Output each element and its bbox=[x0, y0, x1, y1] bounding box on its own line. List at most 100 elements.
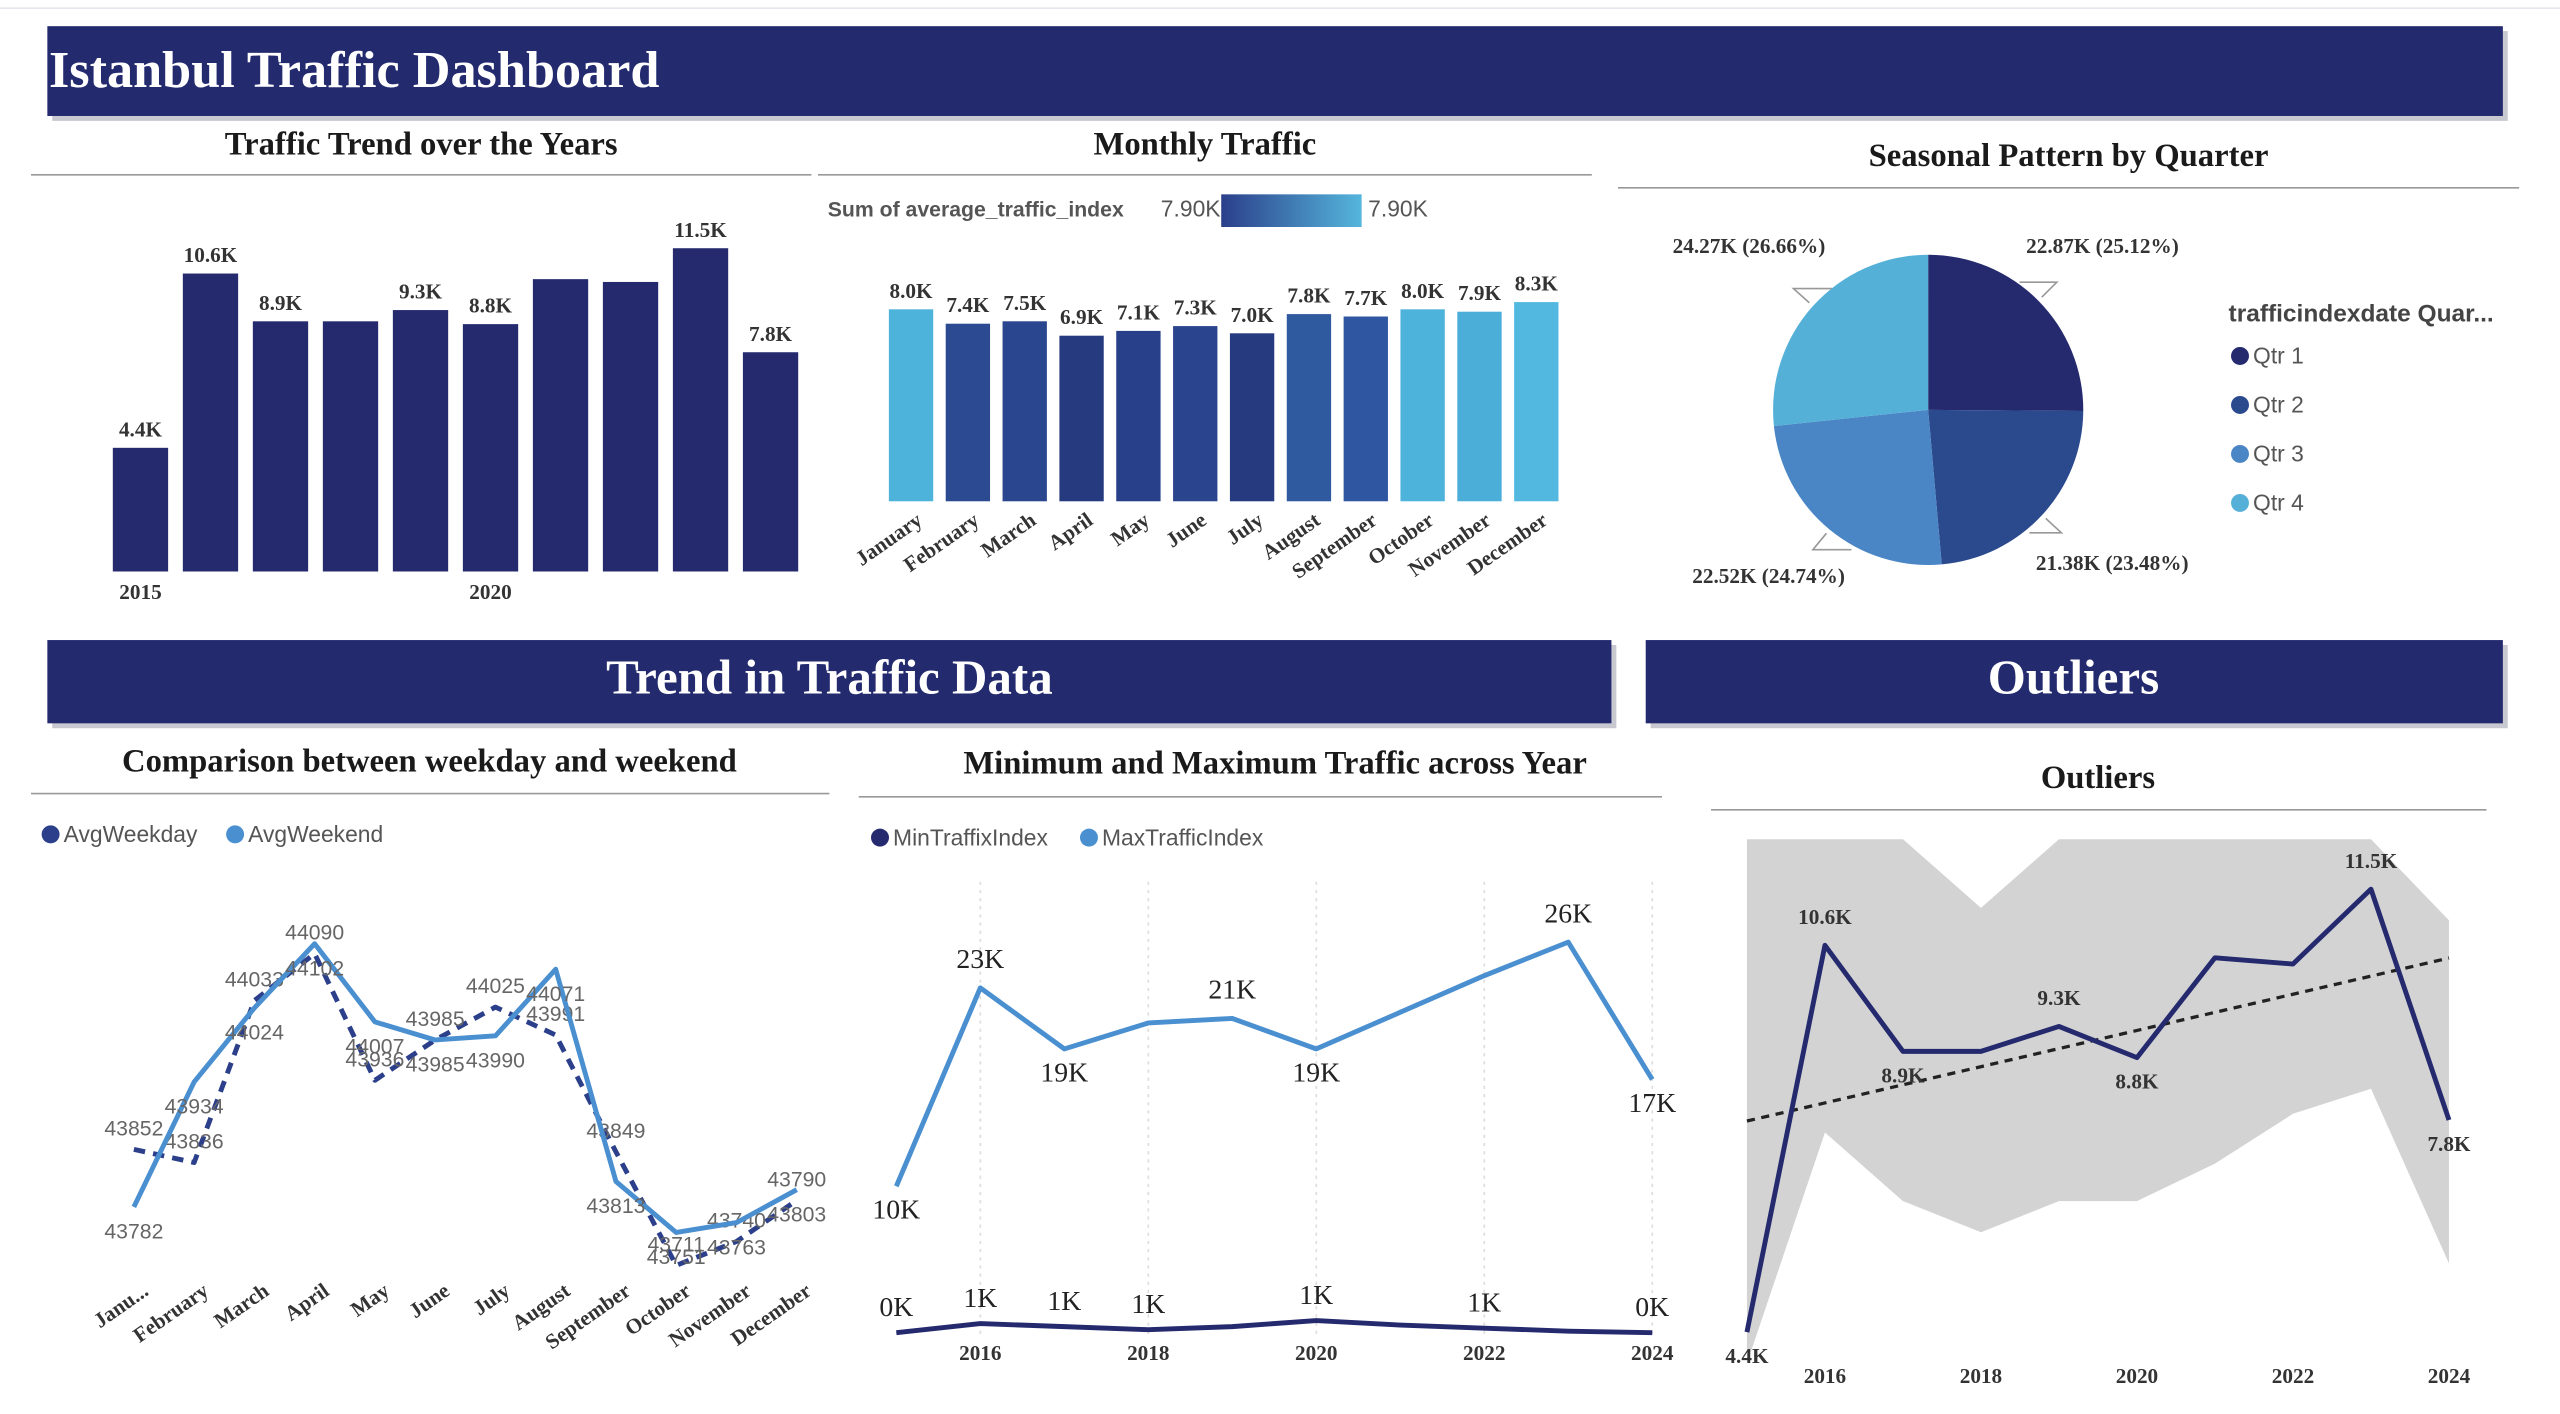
section-banner bbox=[47, 640, 1612, 724]
x-tick-label: 2024 bbox=[1631, 1341, 1674, 1365]
series-line bbox=[896, 1318, 1653, 1336]
legend-marker bbox=[2231, 347, 2249, 365]
bar bbox=[888, 309, 934, 502]
data-label: 1K bbox=[963, 1283, 997, 1314]
data-label: 11.5K bbox=[2345, 849, 2398, 873]
data-label: 43803 bbox=[767, 1203, 826, 1226]
pie-slice bbox=[1928, 254, 2084, 412]
legend-label: Qtr 1 bbox=[2253, 343, 2304, 369]
data-label: 43991 bbox=[526, 1003, 585, 1026]
section-banner bbox=[1645, 640, 2503, 724]
data-label: 44102 bbox=[285, 957, 344, 980]
x-tick-label: June bbox=[1161, 508, 1211, 553]
bar bbox=[1116, 330, 1161, 502]
data-label: 7.8K bbox=[2427, 1132, 2471, 1156]
data-label: 43852 bbox=[104, 1117, 163, 1140]
x-tick-label: 2020 bbox=[1295, 1341, 1337, 1365]
data-label: 24.27K (26.66%) bbox=[1673, 234, 1826, 258]
data-label: 10K bbox=[872, 1195, 920, 1226]
legend-marker bbox=[2231, 493, 2249, 512]
chart-title: Minimum and Maximum Traffic across Year bbox=[963, 745, 1586, 781]
data-label: 4.4K bbox=[119, 417, 163, 441]
legend-label: AvgWeekday bbox=[64, 821, 198, 847]
data-label: 1K bbox=[1131, 1289, 1165, 1320]
pie-slice bbox=[1928, 409, 2084, 565]
chart-title: Traffic Trend over the Years bbox=[225, 127, 618, 163]
data-label: 7.8K bbox=[1287, 284, 1331, 308]
data-label: 8.0K bbox=[1401, 279, 1445, 303]
data-label: 7.3K bbox=[1174, 296, 1218, 320]
data-label: 7.1K bbox=[1117, 300, 1161, 324]
section-title: Outliers bbox=[1988, 650, 2159, 705]
chart-title: Seasonal Pattern by Quarter bbox=[1869, 138, 2269, 174]
data-label: 10.6K bbox=[1798, 905, 1852, 929]
x-tick-label: 2020 bbox=[2116, 1364, 2158, 1388]
data-label: 43934 bbox=[165, 1096, 224, 1119]
data-label: 19K bbox=[1292, 1057, 1340, 1088]
data-label: 1K bbox=[1047, 1286, 1081, 1317]
legend-label: Qtr 3 bbox=[2253, 441, 2304, 467]
legend-title: Sum of average_traffic_index bbox=[828, 198, 1124, 221]
bar bbox=[112, 447, 169, 572]
series-line bbox=[1744, 886, 2452, 1333]
bar bbox=[1059, 335, 1104, 502]
bar bbox=[1286, 314, 1332, 502]
data-label: 43790 bbox=[767, 1168, 826, 1191]
bar bbox=[252, 321, 309, 572]
legend-marker bbox=[2231, 444, 2249, 463]
legend-gradient-bar bbox=[1221, 194, 1362, 227]
data-label: 43985 bbox=[406, 1054, 465, 1077]
chart-title: Outliers bbox=[2041, 760, 2155, 796]
data-label: 9.3K bbox=[2037, 986, 2081, 1010]
legend-title: trafficindexdate Quar... bbox=[2229, 301, 2494, 328]
legend-marker bbox=[1080, 828, 1098, 847]
x-tick-label: 2022 bbox=[1463, 1341, 1505, 1365]
data-label: 8.9K bbox=[1881, 1063, 1925, 1087]
data-label: 43763 bbox=[707, 1236, 766, 1259]
pie-slice bbox=[1773, 409, 1942, 565]
data-label: 7.7K bbox=[1344, 286, 1388, 310]
band-area bbox=[1746, 839, 2449, 1364]
data-label: 44071 bbox=[526, 983, 585, 1006]
bar bbox=[1229, 333, 1275, 502]
data-label: 43711 bbox=[647, 1233, 704, 1256]
data-label: 0K bbox=[1635, 1292, 1669, 1323]
bar bbox=[602, 281, 659, 572]
chart-title: Comparison between weekday and weekend bbox=[122, 744, 737, 780]
data-label: 43849 bbox=[586, 1120, 645, 1143]
data-label: 43782 bbox=[104, 1221, 163, 1244]
data-label: 7.9K bbox=[1458, 281, 1502, 305]
series-line bbox=[133, 951, 799, 1268]
data-label: 9.3K bbox=[399, 280, 443, 304]
x-tick-label: 2024 bbox=[2428, 1364, 2471, 1388]
data-label: 21K bbox=[1208, 975, 1256, 1006]
legend-marker bbox=[226, 825, 245, 844]
x-tick-label: June bbox=[404, 1278, 454, 1323]
x-tick-label: May bbox=[1106, 507, 1154, 551]
data-label: 4.4K bbox=[1725, 1344, 1769, 1368]
series-line bbox=[131, 941, 798, 1235]
legend-marker bbox=[2231, 395, 2249, 414]
data-label: 7.4K bbox=[946, 293, 990, 317]
legend-marker bbox=[871, 828, 889, 847]
data-label: 8.8K bbox=[2115, 1070, 2159, 1094]
x-tick-label: 2016 bbox=[959, 1341, 1001, 1365]
bar bbox=[182, 273, 239, 572]
legend-label: AvgWeekend bbox=[248, 821, 383, 847]
data-label: 26K bbox=[1544, 898, 1592, 929]
legend-label: Qtr 2 bbox=[2253, 392, 2304, 418]
bar bbox=[945, 323, 991, 502]
data-label: 22.87K (25.12%) bbox=[2026, 234, 2179, 258]
data-label: 1K bbox=[1467, 1288, 1501, 1319]
bar bbox=[532, 279, 589, 572]
x-tick-label: March bbox=[977, 508, 1041, 563]
x-tick-label: March bbox=[209, 1278, 273, 1333]
data-label: 7.8K bbox=[749, 322, 793, 346]
data-label: 43836 bbox=[165, 1131, 224, 1154]
data-label: 1K bbox=[1299, 1280, 1333, 1311]
bar bbox=[742, 352, 799, 572]
bar bbox=[1457, 311, 1502, 502]
data-label: 44007 bbox=[345, 1036, 404, 1059]
legend-marker bbox=[41, 825, 60, 844]
data-label: 7.5K bbox=[1003, 291, 1047, 315]
